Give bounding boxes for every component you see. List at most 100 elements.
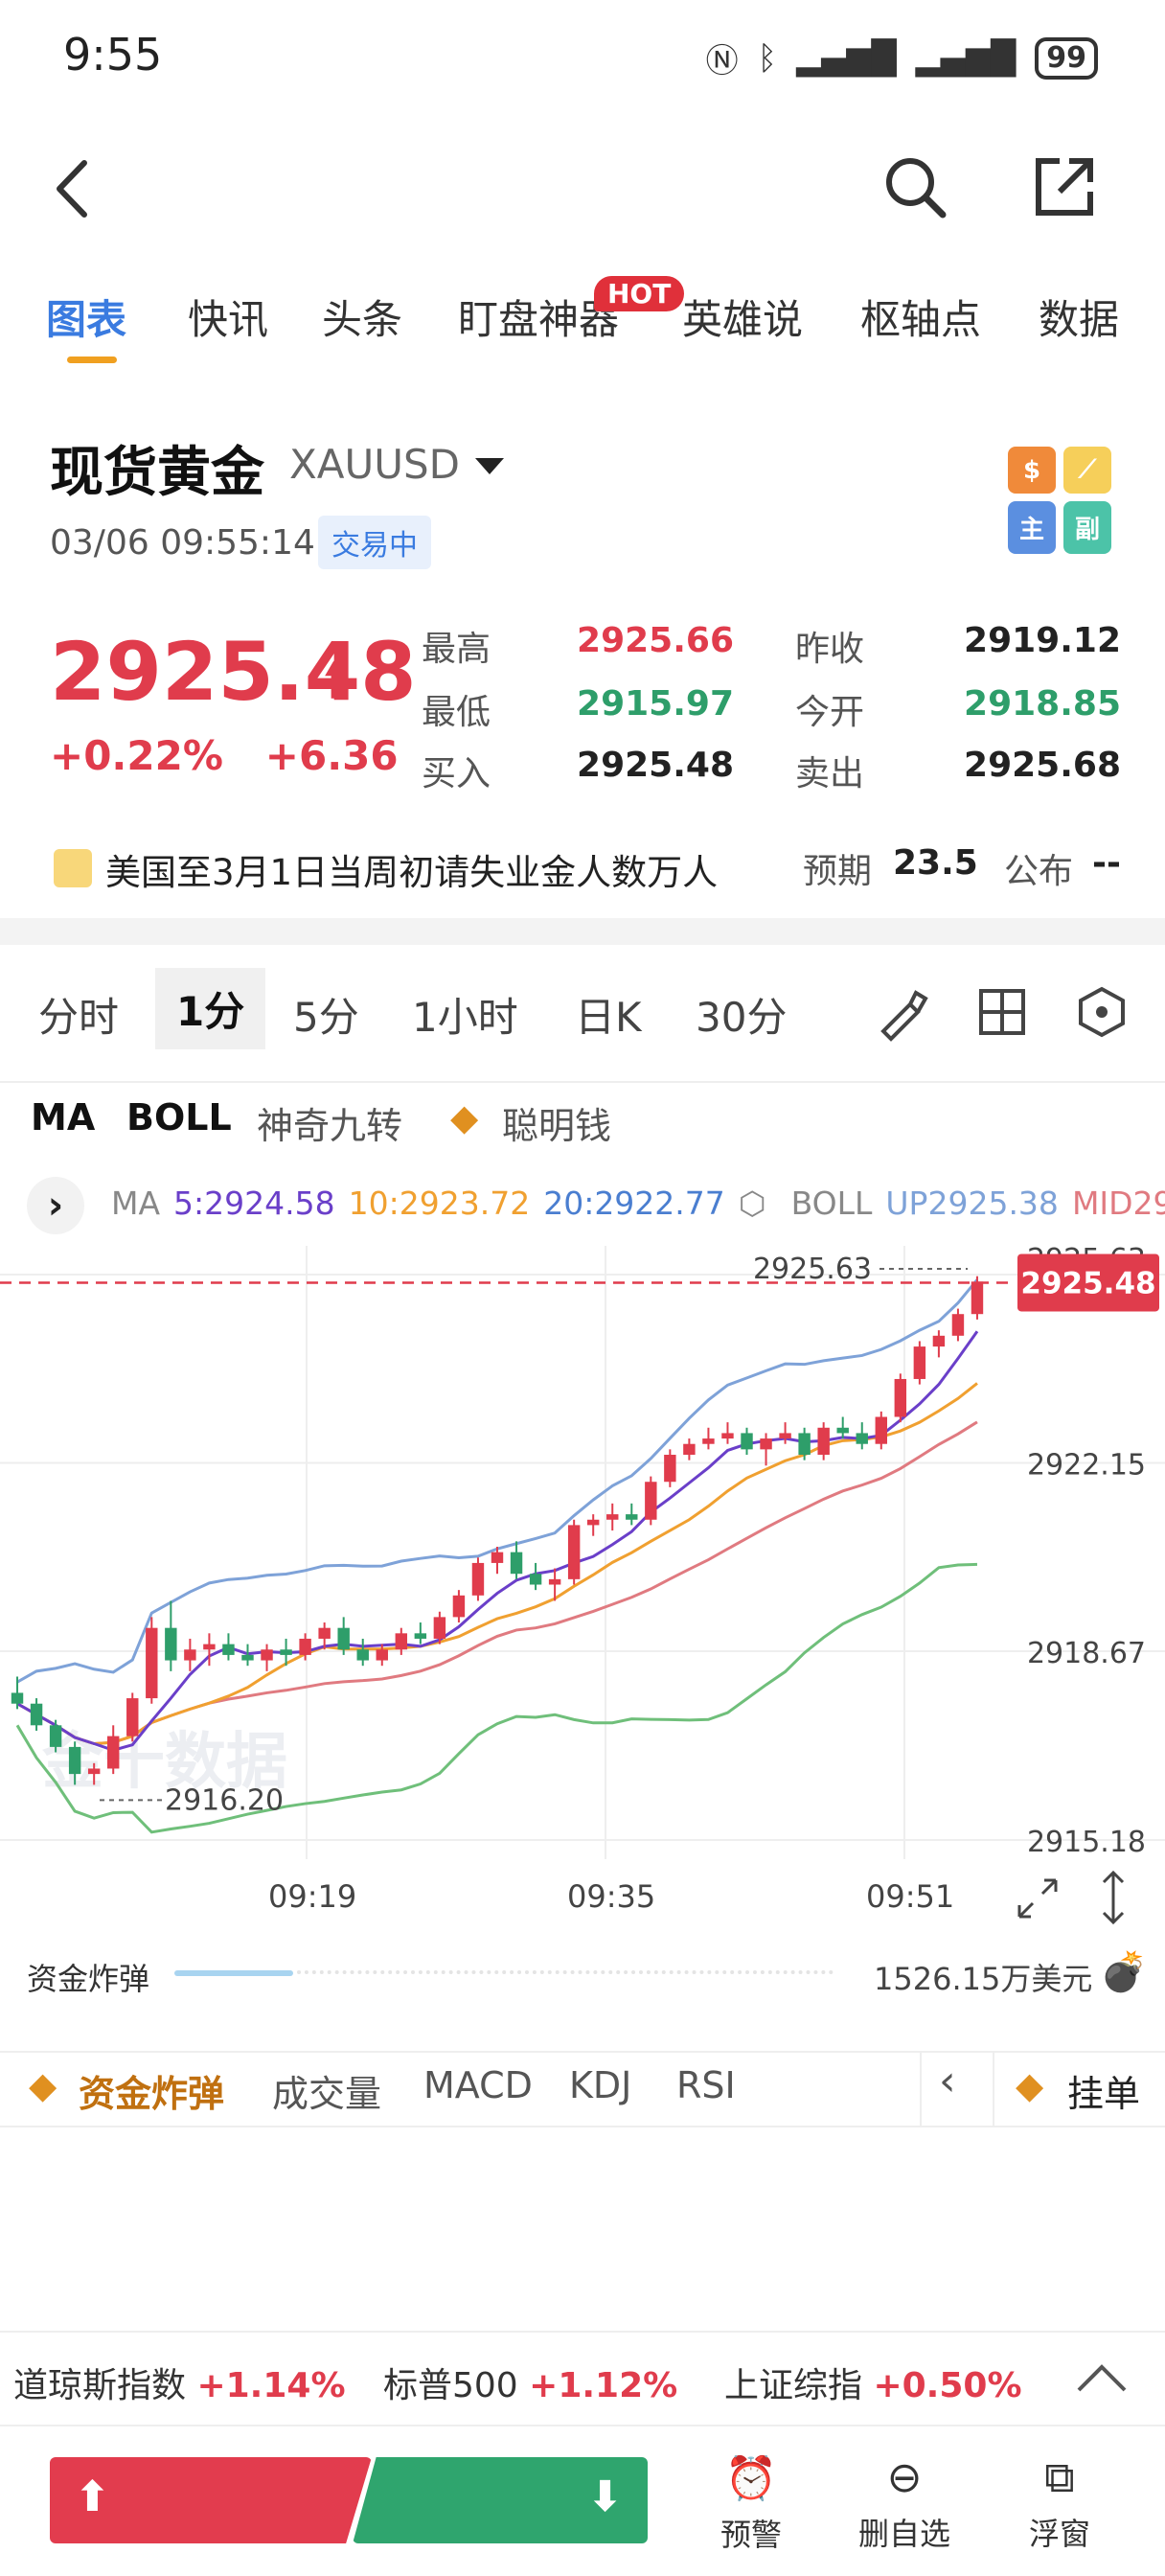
signal-icon: ▂▄▆█ xyxy=(796,38,897,78)
back-icon[interactable] xyxy=(48,155,96,222)
ask-label: 卖出 xyxy=(795,754,865,794)
candle-body xyxy=(241,1654,254,1661)
tab-chart[interactable]: 图表 xyxy=(46,296,127,343)
chevron-up-icon[interactable] xyxy=(1075,2361,1129,2396)
candle-body xyxy=(529,1574,542,1585)
alert-button[interactable]: ⏰ 预警 xyxy=(694,2453,809,2555)
bluetooth-icon: ᛒ xyxy=(757,38,778,78)
tab-pivot[interactable]: 枢轴点 xyxy=(860,296,982,343)
period-1hour[interactable]: 1小时 xyxy=(412,994,518,1041)
ma-settings-icon[interactable]: ⬡ xyxy=(738,1184,766,1222)
sell-button[interactable]: ⬇ xyxy=(353,2457,648,2543)
indicator-smart-money[interactable]: 聪明钱 xyxy=(502,1105,612,1147)
tab-watcher[interactable]: 盯盘神器 xyxy=(458,296,620,343)
period-1min[interactable]: 1分 xyxy=(155,968,266,1049)
period-daily[interactable]: 日K xyxy=(575,994,642,1041)
period-timeshare[interactable]: 分时 xyxy=(38,994,120,1041)
news-text: 美国至3月1日当周初请失业金人数万人 xyxy=(105,852,719,893)
expected-value: 23.5 xyxy=(893,843,978,883)
draw-tool-icon[interactable] xyxy=(872,985,929,1043)
ask-value: 2925.68 xyxy=(964,746,1121,785)
boll-upper-line xyxy=(16,1278,979,1684)
sell-arrow-icon: ⬇ xyxy=(587,2472,623,2521)
publish-label: 公布 xyxy=(1004,852,1074,891)
expand-chevron-icon[interactable]: › xyxy=(27,1177,84,1234)
tab-macd[interactable]: MACD xyxy=(423,2064,533,2106)
candle-body xyxy=(856,1433,868,1444)
tab-orders[interactable]: 挂单 xyxy=(1067,2073,1141,2115)
period-30min[interactable]: 30分 xyxy=(696,994,788,1041)
dropdown-caret-icon[interactable] xyxy=(475,458,504,474)
candle-body xyxy=(356,1649,369,1661)
candle-body xyxy=(433,1617,446,1639)
sub-indicator-tabs: ◆ 资金炸弹 成交量 MACD KDJ RSI ‹ ◆ 挂单 xyxy=(0,2051,1165,2128)
sub-indicator-icon[interactable]: 副 xyxy=(1063,501,1111,554)
fund-bomb-bar xyxy=(174,1970,293,1976)
tab-volume[interactable]: 成交量 xyxy=(272,2073,382,2115)
share-icon[interactable] xyxy=(1031,153,1098,220)
section-divider xyxy=(0,918,1165,945)
boll-label: BOLL xyxy=(790,1184,873,1222)
tab-flash[interactable]: 快讯 xyxy=(188,296,269,343)
status-icons: Ⓝ ᛒ ▂▄▆█ ▂▄▆█ 99 xyxy=(706,34,1098,81)
tab-rsi[interactable]: RSI xyxy=(676,2064,736,2106)
fund-bomb-label: 资金炸弹 xyxy=(27,1961,150,1997)
change-value: +6.36 xyxy=(264,732,399,779)
period-5min[interactable]: 5分 xyxy=(293,994,359,1041)
x-tick-2: 09:51 xyxy=(866,1878,955,1915)
buy-button[interactable]: ⬆ xyxy=(50,2457,372,2543)
candle-body xyxy=(664,1455,676,1483)
tab-data[interactable]: 数据 xyxy=(1039,296,1120,343)
index-dow-change: +1.14% xyxy=(196,2366,346,2405)
instrument-symbol[interactable]: XAUUSD xyxy=(289,441,460,488)
tab-fund-bomb[interactable]: 资金炸弹 xyxy=(79,2073,225,2115)
indicator-nine-turn[interactable]: 神奇九转 xyxy=(257,1105,403,1147)
main-indicator-icon[interactable]: 主 xyxy=(1008,501,1056,554)
trend-icon xyxy=(54,849,92,887)
economic-news-row[interactable]: 美国至3月1日当周初请失业金人数万人 预期 23.5 公布 -- xyxy=(0,838,1165,895)
index-sp500[interactable]: 标普500 +1.12% xyxy=(383,2358,677,2407)
candle-body xyxy=(11,1692,24,1704)
quote-datetime: 03/06 09:55:14 xyxy=(50,523,315,563)
candle-body xyxy=(184,1649,196,1661)
candle-body xyxy=(299,1638,311,1655)
draw-line-icon[interactable]: ⟋ xyxy=(1063,447,1111,494)
bid-label: 买入 xyxy=(422,754,491,794)
candle-body xyxy=(817,1427,830,1456)
y-tick-label: 2922.15 xyxy=(1027,1448,1146,1482)
float-window-button[interactable]: ⧉ 浮窗 xyxy=(1002,2453,1117,2554)
index-shanghai[interactable]: 上证综指 +0.50% xyxy=(724,2358,1022,2407)
index-dow[interactable]: 道琼斯指数 +1.14% xyxy=(13,2358,346,2407)
candle-body xyxy=(548,1578,561,1585)
vertical-resize-icon[interactable] xyxy=(1094,1869,1132,1926)
candle-body xyxy=(471,1562,485,1596)
ma10-value: 10:2923.72 xyxy=(348,1184,531,1222)
scroll-left-icon[interactable]: ‹ xyxy=(939,2057,956,2105)
ma20-line xyxy=(16,1420,978,1746)
candle-body xyxy=(146,1627,158,1699)
fullscreen-icon[interactable] xyxy=(1014,1874,1062,1922)
y-tick-label: 2915.18 xyxy=(1027,1826,1146,1859)
settings-hex-icon[interactable] xyxy=(1073,983,1131,1041)
tab-headlines[interactable]: 头条 xyxy=(322,296,403,343)
tab-heroes[interactable]: 英雄说 xyxy=(682,296,804,343)
clock: 9:55 xyxy=(63,29,163,80)
remove-watchlist-button[interactable]: ⊖ 删自选 xyxy=(847,2453,962,2554)
x-tick-1: 09:35 xyxy=(567,1878,656,1915)
layout-grid-icon[interactable] xyxy=(975,985,1029,1039)
high-marker-label: 2925.63 xyxy=(753,1253,872,1286)
float-window-icon: ⧉ xyxy=(1044,2453,1075,2502)
search-icon[interactable] xyxy=(881,153,948,220)
dollar-icon[interactable]: $ xyxy=(1008,447,1056,494)
bomb-icon[interactable]: 💣 xyxy=(1100,1950,1148,1994)
index-ticker[interactable]: 道琼斯指数 +1.14% 标普500 +1.12% 上证综指 +0.50% xyxy=(0,2331,1165,2426)
indicator-boll[interactable]: BOLL xyxy=(126,1096,232,1138)
candle-body xyxy=(645,1482,657,1520)
index-sp500-change: +1.12% xyxy=(529,2366,678,2405)
tab-kdj[interactable]: KDJ xyxy=(569,2064,632,2106)
candle-body xyxy=(702,1438,715,1444)
indicator-ma[interactable]: MA xyxy=(31,1096,96,1138)
